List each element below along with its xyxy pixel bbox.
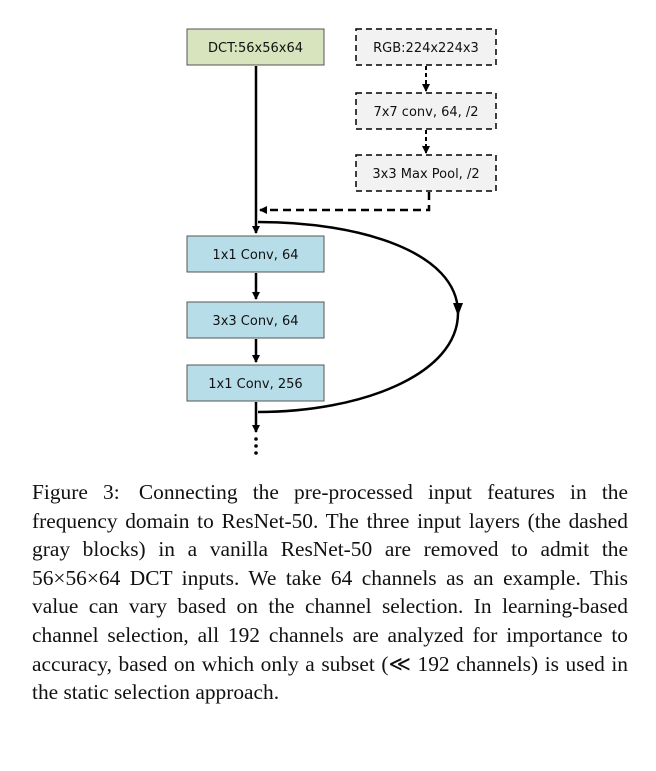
skip-connection-arrowhead (453, 303, 463, 316)
rgb-input-block: RGB:224x224x3 (355, 28, 497, 66)
conv3x3-64-label: 3x3 Conv, 64 (212, 314, 298, 329)
conv1x1-64-label: 1x1 Conv, 64 (212, 248, 298, 263)
continuation-dots (254, 437, 258, 455)
figure-caption: Figure 3: Connecting the pre-processed i… (32, 478, 628, 707)
maxpool-to-trunk-arrow (259, 192, 431, 214)
dct-input-label: DCT:56x56x64 (208, 41, 303, 56)
conv7x7-block: 7x7 conv, 64, /2 (355, 92, 497, 130)
conv1x1-256-label: 1x1 Conv, 256 (208, 377, 302, 392)
dct-input-block: DCT:56x56x64 (186, 28, 325, 66)
caption-text: Connecting the pre-processed input featu… (32, 480, 628, 705)
maxpool-label: 3x3 Max Pool, /2 (372, 167, 479, 182)
figure-3-diagram: DCT:56x56x64 RGB:224x224x3 7x7 conv, 64,… (186, 28, 497, 455)
conv7x7-label: 7x7 conv, 64, /2 (373, 105, 478, 120)
rgb-input-label: RGB:224x224x3 (373, 41, 479, 56)
maxpool-block: 3x3 Max Pool, /2 (355, 154, 497, 192)
conv1x1-64-block: 1x1 Conv, 64 (186, 235, 325, 273)
caption-label: Figure 3: (32, 480, 120, 504)
conv1x1-256-block: 1x1 Conv, 256 (186, 364, 325, 402)
conv3x3-64-block: 3x3 Conv, 64 (186, 301, 325, 339)
